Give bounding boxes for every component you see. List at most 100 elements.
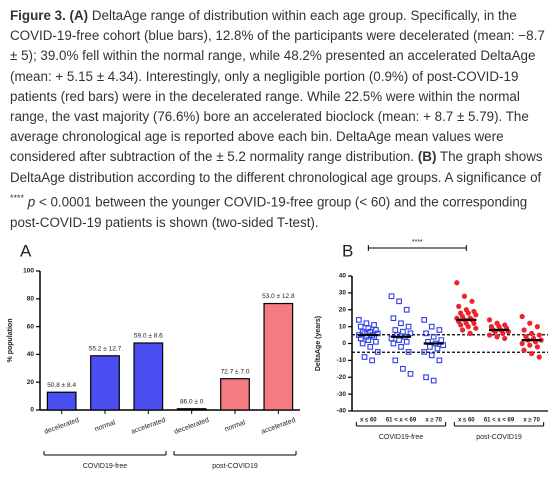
data-point bbox=[473, 312, 479, 318]
data-point bbox=[486, 332, 493, 338]
data-point bbox=[502, 335, 508, 342]
data-point bbox=[392, 327, 399, 333]
panel-title: B bbox=[342, 241, 353, 260]
data-point bbox=[400, 365, 406, 372]
data-point bbox=[494, 334, 500, 340]
y-tick-label: 30 bbox=[339, 290, 347, 297]
y-tick-label: -40 bbox=[337, 408, 347, 415]
data-point bbox=[390, 315, 397, 322]
y-axis-label: % population bbox=[7, 319, 14, 363]
data-point bbox=[486, 317, 493, 323]
data-point bbox=[438, 337, 445, 343]
y-tick-label: 20 bbox=[27, 379, 35, 386]
x-tick-label: accelerated bbox=[130, 417, 167, 436]
data-point bbox=[421, 349, 428, 355]
y-tick-label: 20 bbox=[339, 306, 347, 313]
bar bbox=[133, 342, 164, 411]
data-point bbox=[467, 330, 473, 336]
data-point bbox=[367, 344, 374, 350]
p-symbol: p bbox=[27, 194, 36, 210]
x-tick-label: decelerated bbox=[43, 417, 80, 436]
y-tick-label: 10 bbox=[339, 323, 347, 330]
bar-label: 86.0 ± 0 bbox=[180, 398, 204, 405]
data-point bbox=[529, 351, 535, 357]
data-point bbox=[369, 357, 375, 364]
data-point bbox=[398, 320, 404, 327]
x-tick-label: x ≥ 70 bbox=[523, 418, 540, 424]
x-tick-label: x ≥ 70 bbox=[425, 418, 442, 424]
data-point bbox=[361, 354, 368, 360]
data-point bbox=[529, 330, 535, 336]
group-label: post-COVID19 bbox=[212, 463, 258, 470]
data-point bbox=[423, 374, 429, 381]
data-point bbox=[374, 349, 381, 355]
data-point bbox=[527, 320, 533, 326]
caption-text: The graph shows DeltaAge distribution ac… bbox=[10, 149, 543, 185]
y-tick-label: -20 bbox=[337, 374, 347, 381]
data-point bbox=[456, 303, 462, 309]
data-point bbox=[519, 340, 525, 347]
x-tick-label: normal bbox=[224, 419, 247, 433]
panel-title: A bbox=[20, 241, 32, 260]
bar bbox=[46, 391, 77, 411]
group-label: COVID19-free bbox=[379, 434, 423, 441]
data-point bbox=[405, 349, 412, 355]
data-point bbox=[469, 298, 475, 304]
data-point bbox=[371, 322, 377, 328]
data-point bbox=[519, 313, 525, 320]
data-point bbox=[428, 323, 435, 330]
data-point bbox=[461, 293, 468, 299]
y-tick-label: 40 bbox=[27, 351, 35, 358]
data-point bbox=[403, 306, 410, 313]
data-point bbox=[428, 352, 435, 359]
figure-number: Figure 3. bbox=[10, 8, 66, 23]
data-point bbox=[534, 324, 540, 330]
data-point bbox=[398, 344, 404, 350]
data-point bbox=[527, 342, 533, 348]
panel-ref: (B) bbox=[417, 149, 437, 165]
y-tick-label: -10 bbox=[337, 357, 347, 364]
data-point bbox=[423, 330, 429, 337]
x-tick-label: decelerated bbox=[173, 417, 210, 436]
group-label: COVID19-free bbox=[83, 463, 127, 470]
data-point bbox=[390, 340, 397, 347]
bar-label: 59.0 ± 8.6 bbox=[134, 333, 163, 340]
data-point bbox=[434, 345, 441, 352]
y-tick-label: 40 bbox=[339, 273, 347, 280]
data-point bbox=[436, 327, 443, 333]
data-point bbox=[534, 344, 540, 350]
data-point bbox=[392, 357, 399, 364]
data-point bbox=[536, 354, 542, 360]
y-tick-label: 80 bbox=[27, 296, 35, 303]
bar bbox=[90, 355, 120, 411]
bar-label: 50.8 ± 8.4 bbox=[47, 382, 76, 389]
data-point bbox=[436, 357, 443, 364]
data-point bbox=[430, 377, 437, 384]
x-tick-label: 61 < x < 69 bbox=[386, 418, 417, 424]
x-tick-label: normal bbox=[94, 419, 117, 433]
x-tick-label: 61 < x < 69 bbox=[484, 418, 515, 424]
data-point bbox=[400, 328, 406, 335]
x-tick-label: x ≤ 60 bbox=[360, 418, 377, 424]
data-point bbox=[454, 280, 460, 286]
data-point bbox=[373, 338, 379, 345]
data-point bbox=[396, 337, 402, 343]
data-point bbox=[465, 310, 471, 316]
x-tick-label: accelerated bbox=[260, 417, 297, 436]
y-tick-label: 60 bbox=[27, 323, 35, 330]
caption-text: DeltaAge range of distribution within ea… bbox=[10, 8, 545, 165]
y-tick-label: 0 bbox=[30, 407, 34, 414]
data-point bbox=[500, 330, 506, 336]
bar-label: 53.0 ± 12.8 bbox=[262, 293, 295, 300]
bar bbox=[176, 408, 207, 411]
caption-text: < 0.0001 between the younger COVID-19-fr… bbox=[10, 194, 528, 230]
data-point bbox=[458, 322, 464, 328]
bar-label: 55.2 ± 12.7 bbox=[89, 346, 122, 353]
group-label: post-COVID19 bbox=[476, 434, 522, 441]
data-point bbox=[521, 327, 527, 333]
y-tick-label: -30 bbox=[337, 391, 347, 398]
x-tick-label: x ≤ 60 bbox=[458, 418, 475, 424]
data-point bbox=[403, 338, 410, 345]
